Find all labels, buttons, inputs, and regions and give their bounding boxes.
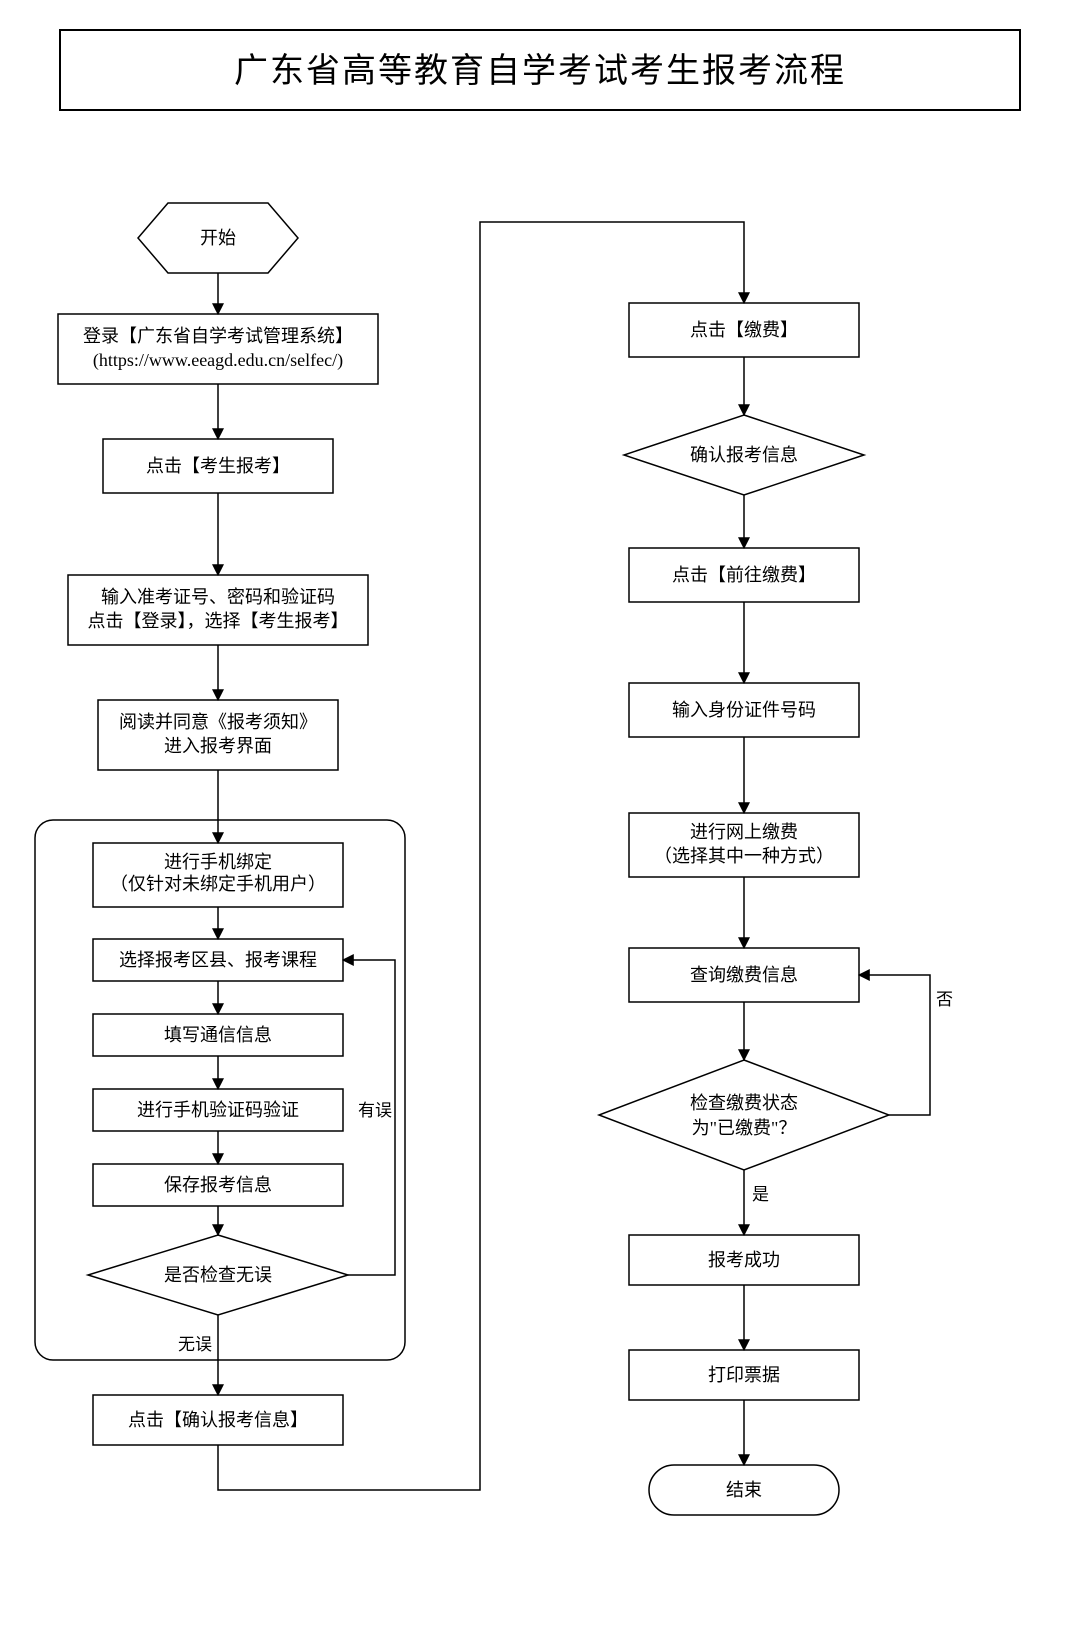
label-no: 否 bbox=[936, 990, 953, 1009]
m4-line1: 进行网上缴费 bbox=[690, 822, 798, 842]
flowchart-title: 广东省高等教育自学考试考生报考流程 bbox=[234, 52, 846, 90]
n5-label: 点击【确认报考信息】 bbox=[128, 1410, 308, 1430]
m6-label: 报考成功 bbox=[708, 1250, 780, 1270]
g2-label: 选择报考区县、报考课程 bbox=[119, 950, 317, 970]
edge-loop-no bbox=[859, 975, 930, 1115]
m3-label: 输入身份证件号码 bbox=[672, 700, 816, 720]
n3-line2: 点击【登录】，选择【考生报考】 bbox=[88, 611, 349, 631]
enter-credentials-box bbox=[68, 575, 368, 645]
n4-line2: 进入报考界面 bbox=[164, 736, 272, 756]
flowchart-canvas: 广东省高等教育自学考试考生报考流程 开始 登录【广东省自学考试管理系统】 (ht… bbox=[0, 0, 1080, 1629]
check-paid-diamond bbox=[599, 1060, 889, 1170]
label-ok: 无误 bbox=[178, 1335, 212, 1354]
d3-line2: 为"已缴费"？ bbox=[692, 1118, 797, 1138]
label-error: 有误 bbox=[358, 1101, 392, 1120]
m5-label: 查询缴费信息 bbox=[690, 965, 798, 985]
read-agree-box bbox=[98, 700, 338, 770]
n3-line1: 输入准考证号、密码和验证码 bbox=[101, 587, 335, 607]
n4-line1: 阅读并同意《报考须知》 bbox=[119, 712, 317, 732]
g5-label: 保存报考信息 bbox=[164, 1175, 272, 1195]
d3-line1: 检查缴费状态 bbox=[690, 1093, 798, 1113]
label-yes: 是 bbox=[752, 1185, 769, 1204]
m1-label: 点击【缴费】 bbox=[690, 320, 798, 340]
n1-line1: 登录【广东省自学考试管理系统】 bbox=[83, 326, 353, 346]
d2-label: 确认报考信息 bbox=[690, 445, 798, 465]
end-label: 结束 bbox=[726, 1480, 762, 1500]
g1-line2: （仅针对未绑定手机用户） bbox=[110, 874, 326, 894]
m2-label: 点击【前往缴费】 bbox=[672, 565, 816, 585]
n2-label: 点击【考生报考】 bbox=[146, 456, 290, 476]
g1-line1: 进行手机绑定 bbox=[164, 852, 272, 872]
m4-line2: （选择其中一种方式） bbox=[654, 846, 834, 866]
n1-line2: (https://www.eeagd.edu.cn/selfec/) bbox=[93, 350, 343, 371]
g4-label: 进行手机验证码验证 bbox=[137, 1100, 299, 1120]
m7-label: 打印票据 bbox=[708, 1365, 780, 1385]
start-label: 开始 bbox=[200, 228, 236, 248]
d1-label: 是否检查无误 bbox=[164, 1265, 272, 1285]
login-system-box bbox=[58, 314, 378, 384]
g3-label: 填写通信信息 bbox=[164, 1025, 272, 1045]
